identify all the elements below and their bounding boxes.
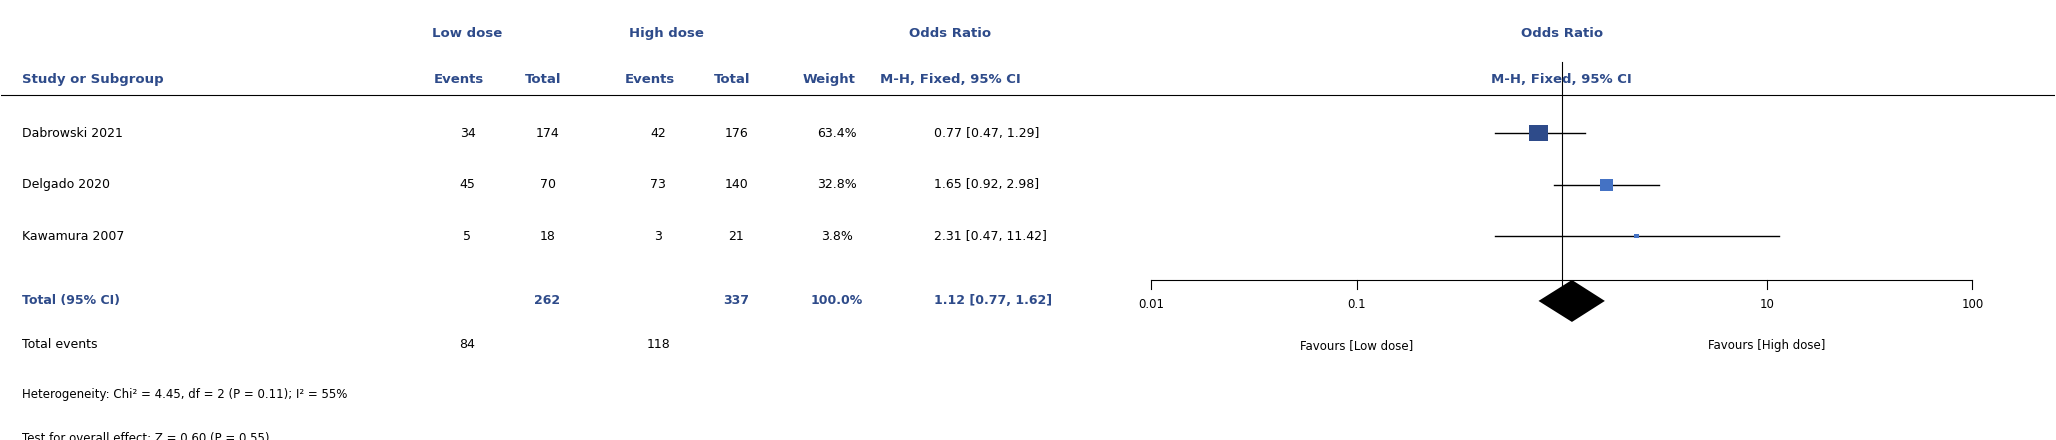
Text: Total: Total (524, 73, 561, 86)
Text: 1: 1 (1558, 298, 1565, 311)
Text: 34: 34 (461, 127, 475, 139)
Text: 0.01: 0.01 (1139, 298, 1164, 311)
Text: Dabrowski 2021: Dabrowski 2021 (23, 127, 123, 139)
Text: 100: 100 (1961, 298, 1984, 311)
Text: Events: Events (434, 73, 485, 86)
Text: 73: 73 (650, 178, 666, 191)
Text: 5: 5 (463, 230, 471, 242)
Text: 262: 262 (535, 294, 561, 308)
Text: 337: 337 (724, 294, 750, 308)
Text: M-H, Fixed, 95% CI: M-H, Fixed, 95% CI (880, 73, 1020, 86)
Text: Test for overall effect: Z = 0.60 (P = 0.55): Test for overall effect: Z = 0.60 (P = 0… (23, 432, 269, 440)
Text: 0.77 [0.47, 1.29]: 0.77 [0.47, 1.29] (933, 127, 1038, 139)
Text: Low dose: Low dose (432, 27, 502, 40)
Text: 118: 118 (646, 338, 670, 351)
Text: 45: 45 (461, 178, 475, 191)
Polygon shape (1538, 280, 1606, 322)
Text: Heterogeneity: Chi² = 4.45, df = 2 (P = 0.11); I² = 55%: Heterogeneity: Chi² = 4.45, df = 2 (P = … (23, 388, 347, 401)
Text: Total (95% CI): Total (95% CI) (23, 294, 119, 308)
Text: 174: 174 (537, 127, 559, 139)
Text: Delgado 2020: Delgado 2020 (23, 178, 109, 191)
Text: 10: 10 (1760, 298, 1774, 311)
Text: 84: 84 (461, 338, 475, 351)
Text: Favours [Low dose]: Favours [Low dose] (1299, 339, 1412, 352)
Text: 176: 176 (724, 127, 748, 139)
Text: 70: 70 (539, 178, 555, 191)
Text: 42: 42 (650, 127, 666, 139)
Text: Odds Ratio: Odds Ratio (909, 27, 991, 40)
Text: Total: Total (713, 73, 750, 86)
Text: 32.8%: 32.8% (816, 178, 857, 191)
Text: 1.12 [0.77, 1.62]: 1.12 [0.77, 1.62] (933, 294, 1053, 308)
Text: Total events: Total events (23, 338, 97, 351)
Text: 1.65 [0.92, 2.98]: 1.65 [0.92, 2.98] (933, 178, 1038, 191)
Text: Favours [High dose]: Favours [High dose] (1709, 339, 1826, 352)
Text: 3.8%: 3.8% (820, 230, 853, 242)
Text: Weight: Weight (802, 73, 855, 86)
Text: Study or Subgroup: Study or Subgroup (23, 73, 164, 86)
Text: Kawamura 2007: Kawamura 2007 (23, 230, 123, 242)
Text: 140: 140 (724, 178, 748, 191)
Text: 21: 21 (728, 230, 744, 242)
Text: M-H, Fixed, 95% CI: M-H, Fixed, 95% CI (1491, 73, 1632, 86)
Text: 18: 18 (539, 230, 555, 242)
Text: 63.4%: 63.4% (816, 127, 857, 139)
Bar (1530, 125, 1548, 141)
Text: Odds Ratio: Odds Ratio (1521, 27, 1604, 40)
Bar (1635, 234, 1639, 238)
Text: 2.31 [0.47, 11.42]: 2.31 [0.47, 11.42] (933, 230, 1047, 242)
Text: Events: Events (625, 73, 674, 86)
Text: High dose: High dose (629, 27, 703, 40)
Text: 0.1: 0.1 (1347, 298, 1365, 311)
Bar (1600, 179, 1614, 191)
Text: 3: 3 (654, 230, 662, 242)
Text: 100.0%: 100.0% (810, 294, 864, 308)
